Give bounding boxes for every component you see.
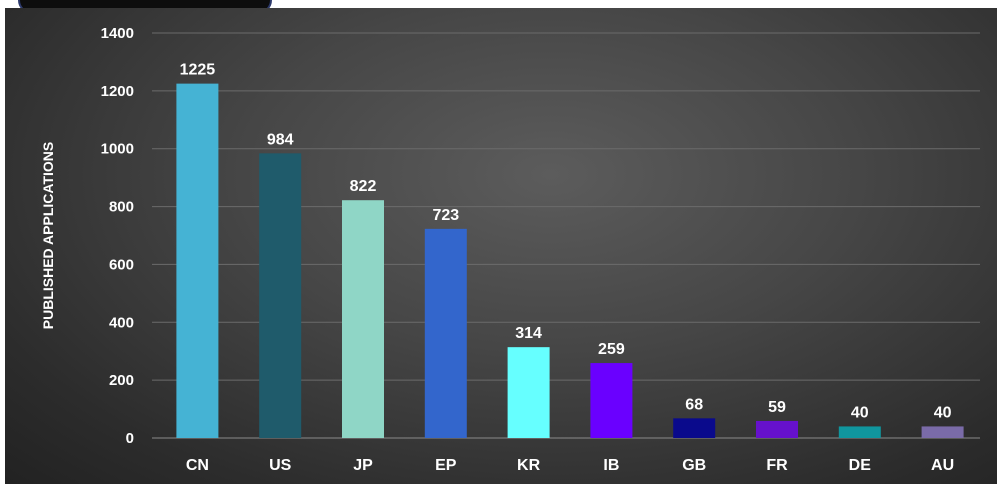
gridlines <box>152 32 980 439</box>
chart-panel: 1225 984 822 723 314 259 68 59 40 40 0 200 400 600 80… <box>5 8 997 484</box>
data-label-jp: 822 <box>350 178 377 195</box>
x-tick-label-au: AU <box>931 457 954 474</box>
bar-gb <box>673 418 716 438</box>
x-tick-label-ib: IB <box>603 457 619 474</box>
bar-chart: 1225 984 822 723 314 259 68 59 40 40 0 200 400 600 80… <box>40 25 980 474</box>
x-tick-label-ep: EP <box>435 457 457 474</box>
data-label-fr: 59 <box>768 399 786 416</box>
bar-jp <box>342 200 384 438</box>
y-tick-label: 0 <box>126 430 134 447</box>
y-tick-label: 400 <box>109 314 134 331</box>
x-tick-label-us: US <box>269 457 292 474</box>
y-tick-label: 800 <box>109 199 134 216</box>
y-tick-label: 200 <box>109 372 134 389</box>
x-tick-label-kr: KR <box>517 457 541 474</box>
bar-cn <box>176 83 219 438</box>
bar-us <box>259 153 302 439</box>
data-label-au: 40 <box>934 404 952 421</box>
bar-fr <box>756 420 798 438</box>
x-tick-label-gb: GB <box>682 457 706 474</box>
y-axis-ticks: 0 200 400 600 800 1000 1200 1400 <box>101 25 134 447</box>
bar-kr <box>507 347 550 438</box>
y-tick-label: 1000 <box>101 141 134 158</box>
data-label-kr: 314 <box>515 325 542 342</box>
y-tick-label: 600 <box>109 256 134 273</box>
y-axis-title: PUBLISHED APPLICATIONS <box>40 142 56 329</box>
x-axis-categories: CN US JP EP KR IB GB FR DE AU <box>186 457 954 474</box>
x-tick-label-de: DE <box>849 457 872 474</box>
data-label-gb: 68 <box>685 396 703 413</box>
data-label-ep: 723 <box>432 207 459 224</box>
bar-ib <box>590 363 633 438</box>
data-label-cn: 1225 <box>180 62 216 79</box>
bar-au <box>921 426 964 438</box>
data-labels: 1225 984 822 723 314 259 68 59 40 40 <box>180 62 952 422</box>
x-tick-label-jp: JP <box>353 457 373 474</box>
x-tick-label-cn: CN <box>186 457 209 474</box>
data-label-us: 984 <box>267 131 294 148</box>
y-tick-label: 1200 <box>101 83 134 100</box>
data-label-ib: 259 <box>598 341 625 358</box>
bars <box>176 83 964 439</box>
data-label-de: 40 <box>851 404 869 421</box>
x-tick-label-fr: FR <box>766 457 788 474</box>
bar-ep <box>424 228 467 438</box>
bar-de <box>838 426 881 438</box>
y-tick-label: 1400 <box>101 25 134 42</box>
